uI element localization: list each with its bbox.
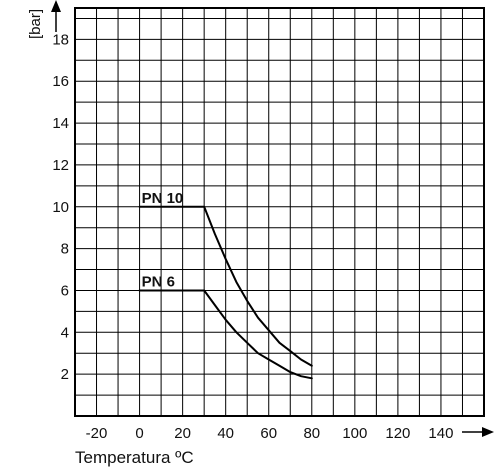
x-tick-label: 140 xyxy=(428,425,453,442)
x-tick-label: 0 xyxy=(135,425,143,442)
y-tick-label: 18 xyxy=(52,31,69,48)
y-tick-label: 6 xyxy=(61,282,69,299)
y-axis-label: [bar] xyxy=(27,9,44,39)
x-axis-label: Temperatura ºC xyxy=(75,448,194,467)
series-label-pn-10: PN 10 xyxy=(142,190,184,207)
y-arrow-head xyxy=(51,0,61,12)
x-tick-label: 120 xyxy=(385,425,410,442)
x-tick-label: -20 xyxy=(86,425,108,442)
y-tick-label: 14 xyxy=(52,115,69,132)
x-tick-label: 100 xyxy=(342,425,367,442)
series-line-pn-6 xyxy=(138,289,313,380)
y-tick-label: 12 xyxy=(52,157,69,174)
x-tick-label: 40 xyxy=(217,425,234,442)
y-tick-label: 4 xyxy=(61,324,69,341)
y-tick-labels: 2 4 6 8 10 12 14 16 18 xyxy=(52,31,69,383)
plot-frame xyxy=(74,7,485,417)
x-tick-label: 80 xyxy=(303,425,320,442)
y-tick-label: 8 xyxy=(61,241,69,258)
grid xyxy=(75,8,484,416)
x-tick-label: 60 xyxy=(260,425,277,442)
x-arrow-head xyxy=(482,427,494,437)
x-axis-arrow xyxy=(462,427,494,437)
y-axis-arrow xyxy=(51,0,61,32)
x-tick-labels: -20 0 20 40 60 80 100 120 140 xyxy=(86,425,454,442)
series: PN 10 PN 6 xyxy=(138,190,313,380)
x-tick-label: 20 xyxy=(174,425,191,442)
y-tick-label: 10 xyxy=(52,199,69,216)
y-tick-label: 2 xyxy=(61,366,69,383)
series-line-pn-10 xyxy=(138,205,313,367)
y-tick-label: 16 xyxy=(52,73,69,90)
series-label-pn-6: PN 6 xyxy=(142,273,175,290)
